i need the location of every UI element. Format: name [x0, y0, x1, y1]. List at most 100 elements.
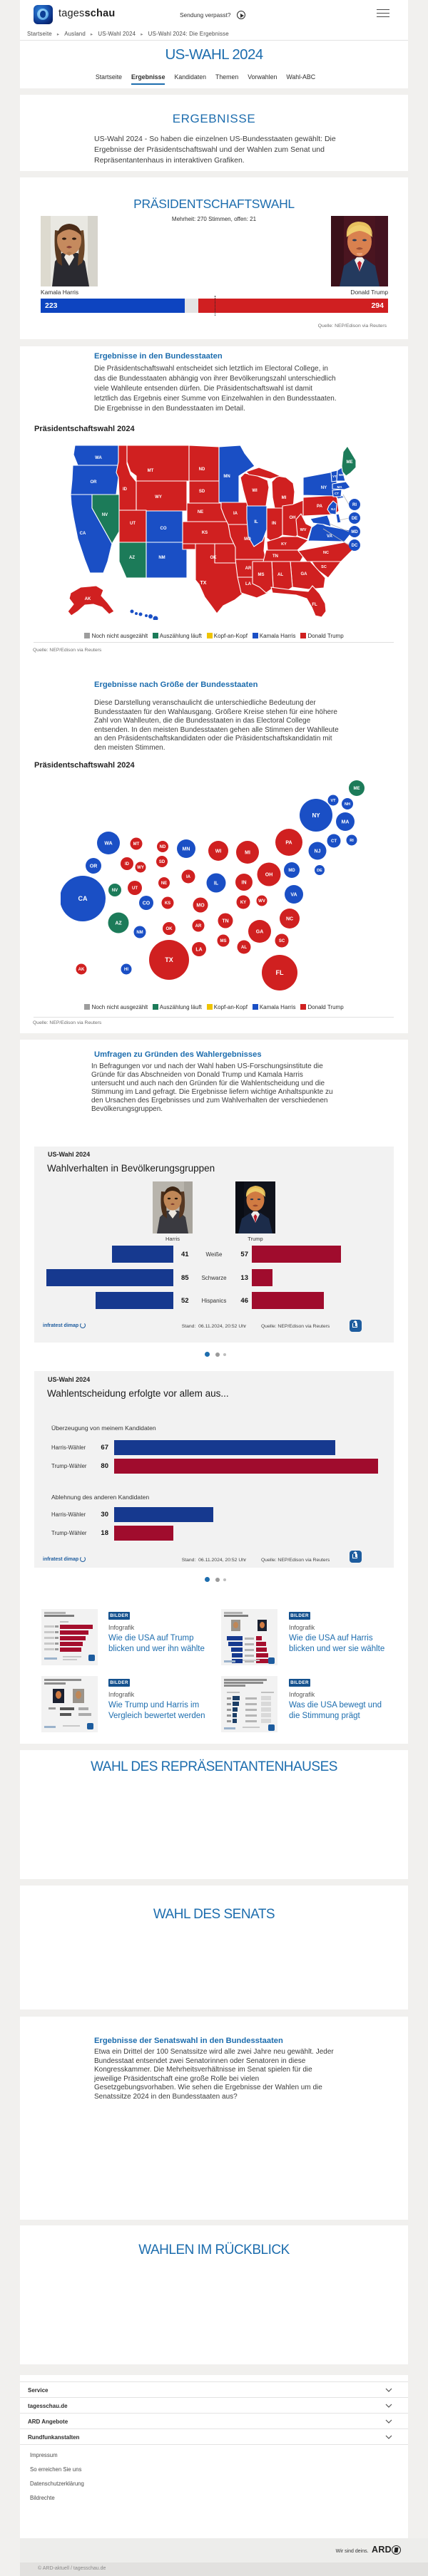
svg-text:MO: MO: [196, 904, 205, 909]
svg-text:SD: SD: [159, 860, 165, 864]
svg-text:MA: MA: [337, 485, 343, 489]
svg-text:FL: FL: [312, 603, 317, 607]
svg-text:NE: NE: [198, 510, 203, 514]
svg-text:NV: NV: [102, 513, 108, 517]
svg-text:IN: IN: [272, 522, 276, 526]
svg-text:VT: VT: [330, 799, 336, 803]
svg-text:KS: KS: [165, 901, 170, 906]
svg-text:MS: MS: [220, 939, 227, 943]
svg-text:CA: CA: [78, 895, 88, 902]
svg-text:VA: VA: [327, 534, 333, 539]
svg-text:NE: NE: [161, 881, 167, 886]
svg-text:NM: NM: [136, 931, 143, 935]
svg-text:WI: WI: [252, 489, 258, 493]
svg-text:NV: NV: [112, 889, 118, 893]
svg-text:MT: MT: [133, 842, 140, 847]
svg-text:KY: KY: [281, 542, 287, 547]
svg-text:LA: LA: [245, 582, 252, 586]
svg-text:OH: OH: [290, 516, 296, 520]
svg-text:CA: CA: [80, 532, 86, 536]
svg-text:CT: CT: [331, 839, 337, 844]
svg-text:MN: MN: [183, 847, 190, 852]
svg-text:ID: ID: [123, 487, 128, 492]
svg-text:AL: AL: [241, 946, 247, 950]
svg-text:WA: WA: [104, 842, 112, 847]
svg-text:OK: OK: [166, 927, 173, 931]
svg-text:ND: ND: [160, 845, 166, 849]
svg-text:CT: CT: [335, 492, 339, 495]
svg-text:PA: PA: [285, 841, 292, 846]
svg-text:SD: SD: [199, 490, 205, 494]
svg-text:MO: MO: [244, 537, 251, 542]
svg-text:NJ: NJ: [331, 507, 335, 511]
svg-text:AK: AK: [85, 597, 91, 601]
svg-text:AZ: AZ: [115, 921, 122, 926]
svg-text:ME: ME: [354, 787, 360, 791]
svg-text:IL: IL: [254, 520, 258, 524]
svg-text:AK: AK: [78, 968, 85, 972]
svg-text:GA: GA: [256, 930, 264, 935]
svg-text:CO: CO: [143, 901, 151, 906]
svg-text:DE: DE: [317, 869, 322, 873]
svg-text:NY: NY: [312, 812, 320, 819]
svg-text:MT: MT: [148, 469, 154, 473]
svg-text:GA: GA: [301, 572, 308, 576]
svg-text:NC: NC: [323, 551, 329, 555]
svg-text:WI: WI: [215, 849, 222, 854]
svg-text:OR: OR: [90, 864, 98, 869]
svg-text:NY: NY: [321, 486, 327, 490]
svg-text:CO: CO: [160, 527, 167, 531]
svg-text:NH: NH: [345, 802, 350, 807]
svg-text:RI: RI: [350, 839, 354, 843]
svg-text:IA: IA: [233, 512, 238, 516]
svg-text:IA: IA: [186, 875, 191, 879]
svg-text:TX: TX: [200, 581, 207, 586]
svg-text:AR: AR: [195, 924, 202, 929]
svg-text:NJ: NJ: [315, 849, 321, 854]
svg-text:IL: IL: [214, 881, 219, 886]
svg-text:VT: VT: [332, 475, 337, 478]
svg-text:DE: DE: [352, 517, 357, 521]
svg-text:MI: MI: [245, 851, 250, 856]
svg-text:MD: MD: [351, 530, 358, 534]
svg-text:NC: NC: [286, 917, 293, 922]
svg-text:SC: SC: [321, 565, 327, 569]
svg-text:MN: MN: [223, 475, 230, 479]
svg-text:RI: RI: [352, 503, 357, 507]
svg-text:KS: KS: [202, 531, 208, 535]
svg-text:OR: OR: [91, 480, 98, 485]
svg-text:KY: KY: [240, 901, 246, 905]
svg-text:AZ: AZ: [129, 556, 135, 560]
svg-text:TN: TN: [222, 919, 228, 924]
svg-text:MA: MA: [342, 820, 350, 825]
svg-text:WY: WY: [137, 866, 144, 870]
svg-text:UT: UT: [130, 522, 136, 526]
svg-text:WV: WV: [258, 899, 265, 904]
svg-text:FL: FL: [276, 969, 284, 976]
svg-text:HI: HI: [124, 968, 128, 972]
svg-text:AL: AL: [277, 573, 283, 577]
svg-text:ME: ME: [347, 460, 353, 465]
svg-text:UT: UT: [132, 886, 138, 891]
svg-text:NM: NM: [158, 556, 165, 560]
svg-text:AR: AR: [245, 567, 252, 571]
svg-text:WA: WA: [95, 456, 102, 460]
svg-text:OH: OH: [265, 873, 273, 878]
svg-text:MD: MD: [288, 869, 295, 873]
svg-text:NH: NH: [339, 473, 344, 477]
svg-text:ND: ND: [199, 467, 205, 472]
svg-text:ID: ID: [125, 862, 130, 867]
svg-text:MS: MS: [258, 573, 265, 577]
svg-text:SC: SC: [279, 939, 285, 943]
svg-text:WY: WY: [155, 495, 162, 500]
svg-text:DC: DC: [352, 544, 358, 548]
svg-text:TN: TN: [272, 554, 278, 559]
svg-text:LA: LA: [195, 948, 202, 953]
svg-text:TX: TX: [165, 956, 173, 963]
svg-text:OK: OK: [210, 556, 218, 560]
svg-text:VA: VA: [290, 893, 297, 898]
svg-text:PA: PA: [317, 505, 323, 509]
svg-text:WV: WV: [300, 528, 307, 532]
svg-text:IN: IN: [242, 881, 247, 886]
svg-text:MI: MI: [282, 496, 287, 500]
